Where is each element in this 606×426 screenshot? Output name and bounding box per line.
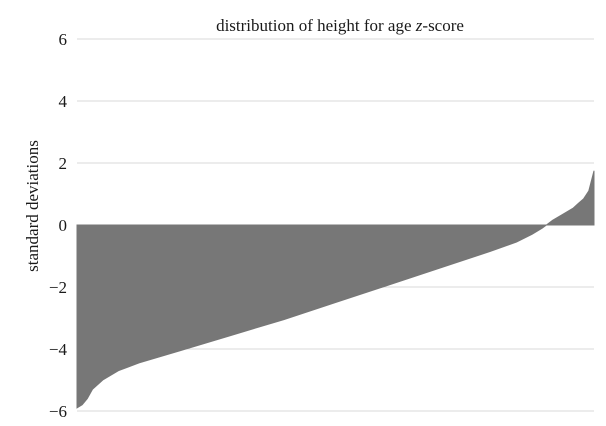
y-tick-label: 6	[59, 30, 68, 49]
distribution-area	[76, 170, 595, 409]
y-axis-label: standard deviations	[23, 140, 42, 272]
y-tick-label: −4	[49, 340, 68, 359]
y-tick-labels: 6 4 2 0 −2 −4 −6	[49, 30, 68, 421]
y-tick-label: −2	[49, 278, 67, 297]
y-tick-label: 4	[59, 92, 68, 111]
y-tick-label: 2	[59, 154, 68, 173]
y-tick-label: 0	[59, 216, 68, 235]
y-tick-label: −6	[49, 402, 67, 421]
chart-title: distribution of height for age z-score	[216, 16, 464, 35]
